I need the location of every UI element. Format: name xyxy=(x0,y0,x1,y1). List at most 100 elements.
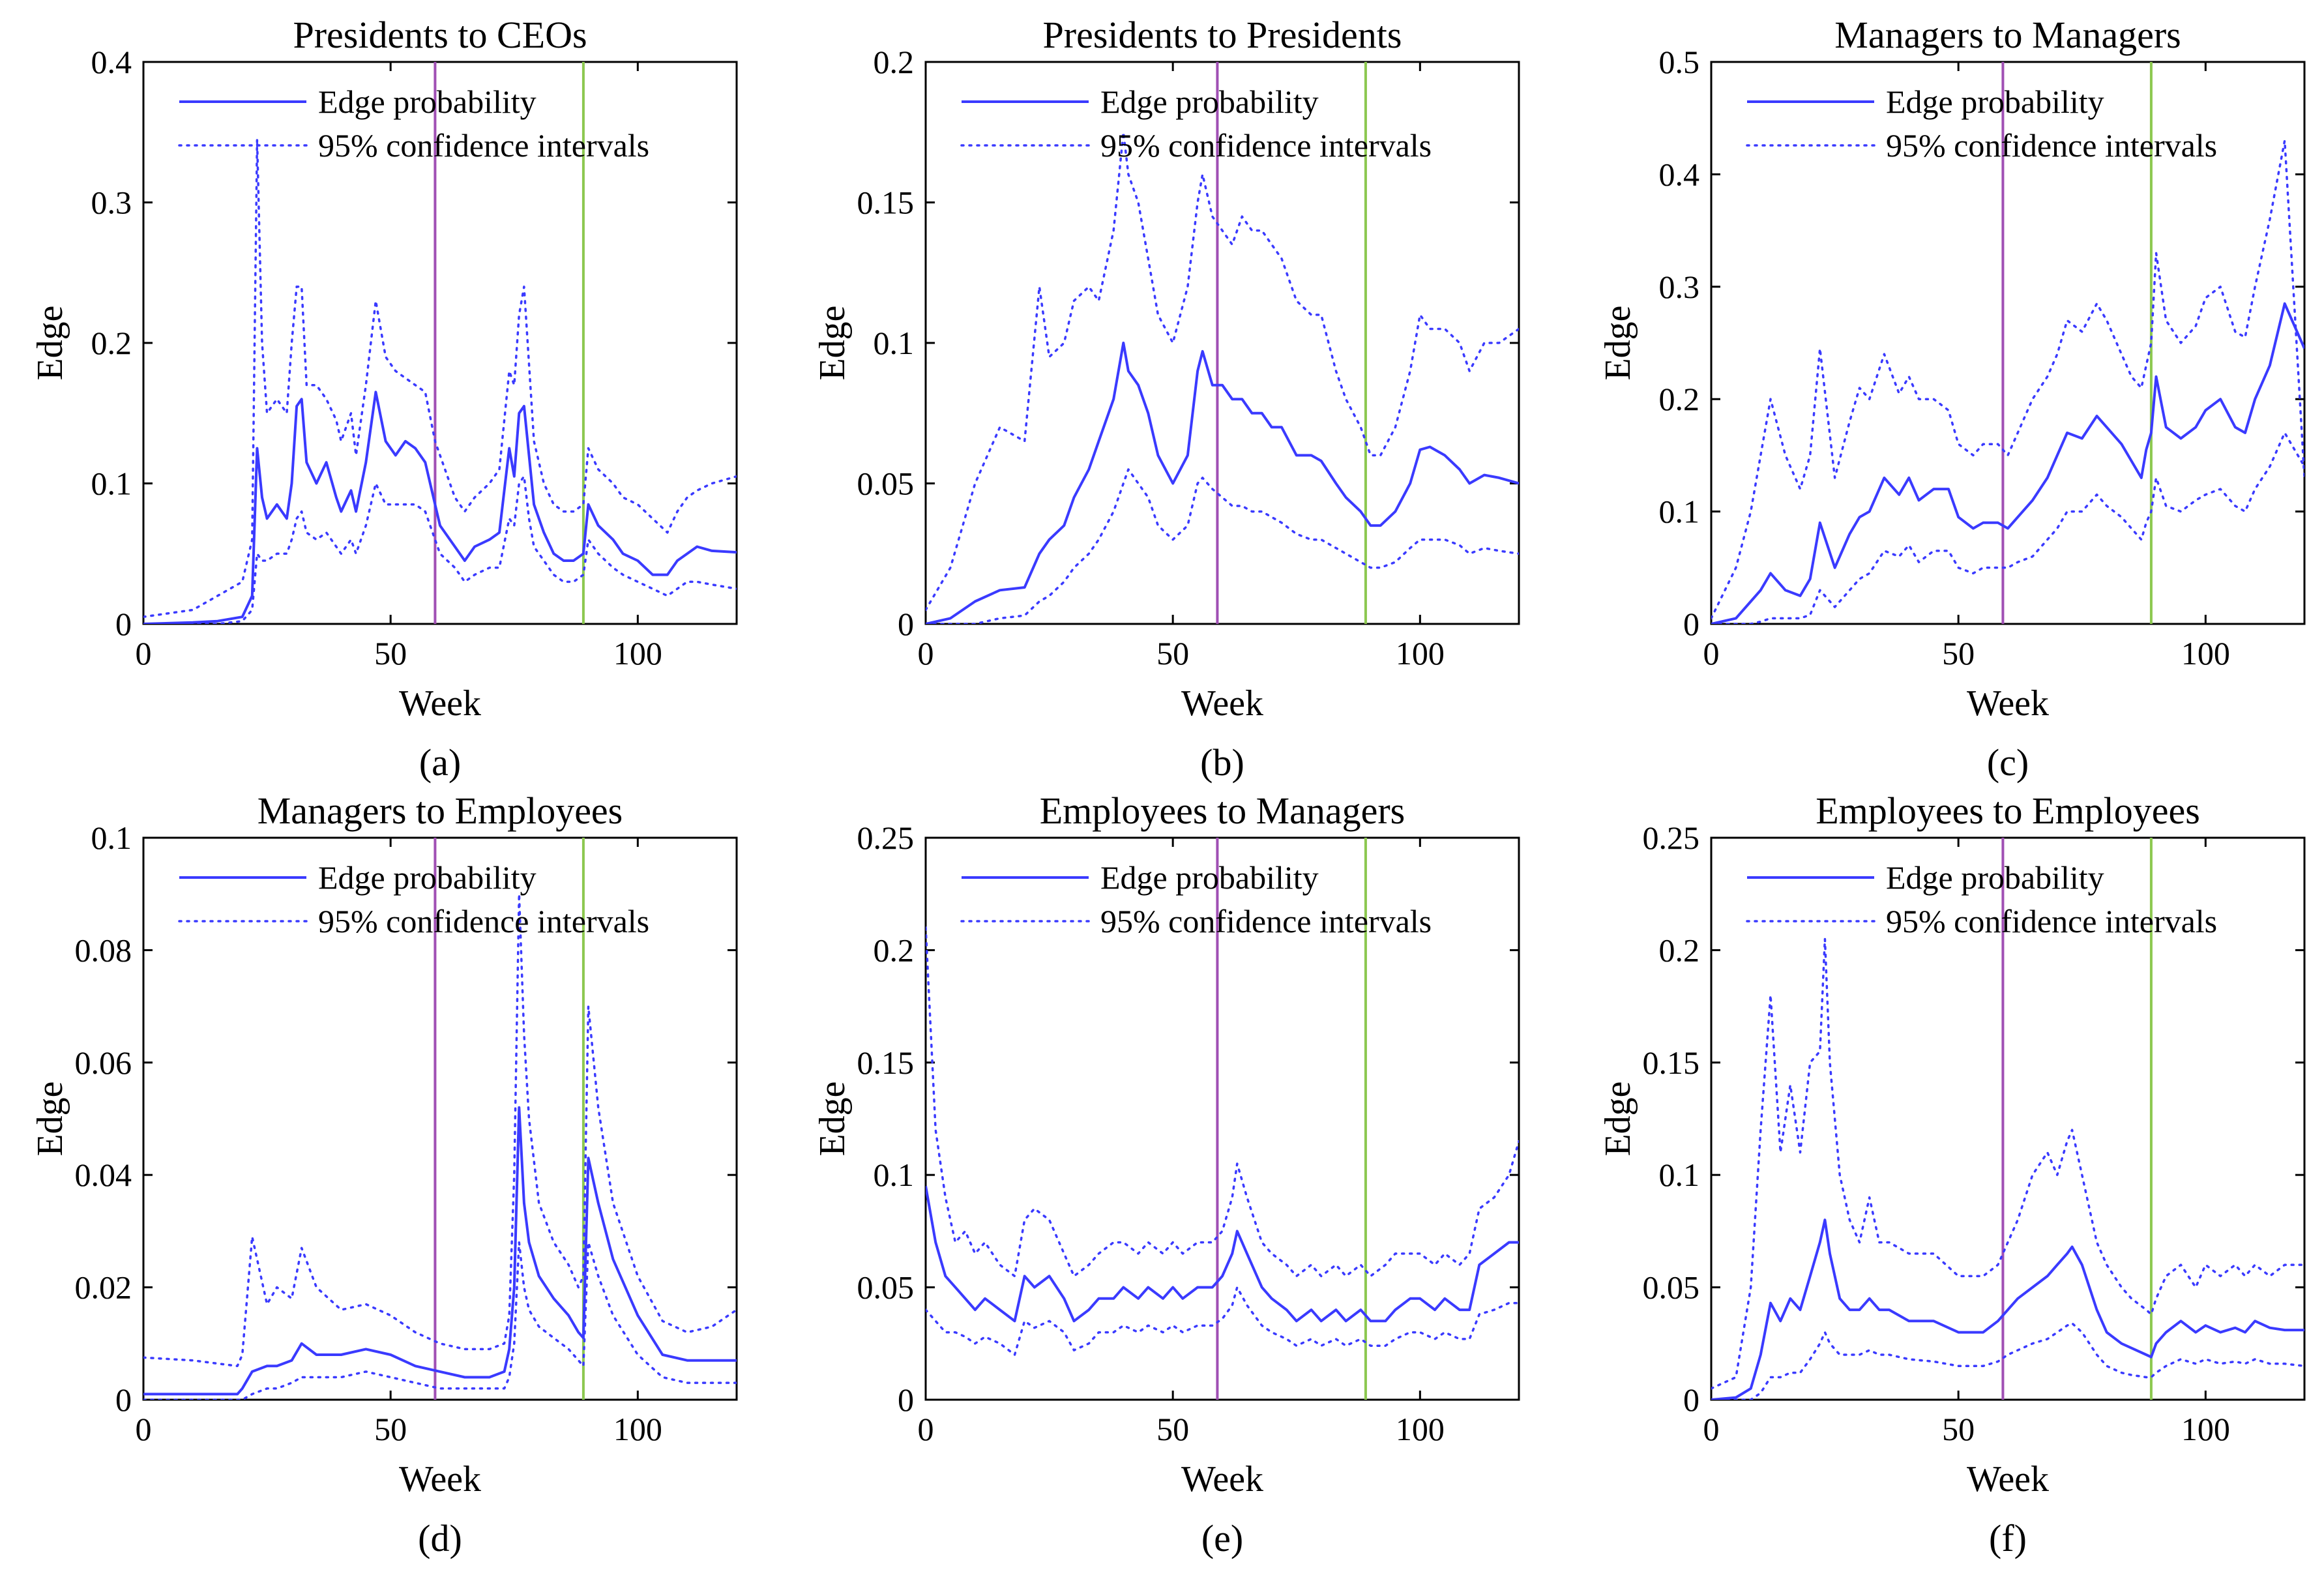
chart-title: Presidents to CEOs xyxy=(293,14,587,56)
series-edge-probability xyxy=(926,342,1519,624)
y-tick-label: 0 xyxy=(898,1381,914,1418)
x-tick-label: 100 xyxy=(1396,1411,1445,1447)
x-tick-label: 0 xyxy=(1703,1411,1720,1447)
panel-tag: (c) xyxy=(1987,741,2029,784)
x-tick-label: 100 xyxy=(1396,635,1445,671)
y-tick-label: 0.4 xyxy=(91,44,132,80)
x-tick-label: 50 xyxy=(1156,1411,1189,1447)
legend-label-edge-probability: Edge probability xyxy=(1100,859,1319,896)
y-tick-label: 0.1 xyxy=(1659,1157,1700,1193)
series-ci-lower xyxy=(926,468,1519,624)
y-tick-label: 0 xyxy=(115,1381,132,1418)
y-tick-label: 0.4 xyxy=(1659,156,1700,192)
legend-label-confidence: 95% confidence intervals xyxy=(318,127,649,164)
x-tick-label: 100 xyxy=(2181,635,2230,671)
y-tick-label: 0.02 xyxy=(75,1269,132,1306)
y-tick-label: 0.1 xyxy=(1659,494,1700,530)
legend-label-edge-probability: Edge probability xyxy=(318,859,537,896)
x-axis-label: Week xyxy=(1967,683,2049,724)
series-edge-probability xyxy=(1711,302,2304,624)
plot-area xyxy=(924,836,1520,1401)
y-tick-label: 0.2 xyxy=(91,325,132,361)
x-tick-label: 50 xyxy=(374,635,407,671)
x-tick-label: 0 xyxy=(136,1411,152,1447)
legend-label-confidence: 95% confidence intervals xyxy=(1886,903,2217,939)
legend: Edge probability 95% confidence intervals xyxy=(960,859,1432,939)
legend: Edge probability 95% confidence intervals xyxy=(1746,83,2217,164)
chart-title: Managers to Employees xyxy=(257,790,623,832)
y-tick-label: 0.15 xyxy=(1643,1044,1700,1081)
legend: Edge probability 95% confidence intervals xyxy=(1746,859,2217,939)
legend-label-confidence: 95% confidence intervals xyxy=(1886,127,2217,164)
x-tick-label: 50 xyxy=(1942,635,1975,671)
y-axis-label: Edge xyxy=(1598,1081,1638,1156)
series-ci-lower xyxy=(1711,1322,2304,1400)
x-axis-label: Week xyxy=(1181,683,1263,724)
legend-label-confidence: 95% confidence intervals xyxy=(1100,127,1432,164)
y-axis-label: Edge xyxy=(812,305,853,380)
y-tick-label: 0.05 xyxy=(857,1269,915,1306)
legend: Edge probability 95% confidence intervals xyxy=(178,83,649,164)
y-tick-label: 0.15 xyxy=(857,184,915,221)
y-tick-label: 0.2 xyxy=(874,932,915,968)
series-edge-probability xyxy=(926,1186,1519,1323)
series-ci-upper xyxy=(143,138,737,618)
y-tick-label: 0 xyxy=(1683,606,1699,642)
legend: Edge probability 95% confidence intervals xyxy=(960,83,1432,164)
y-tick-label: 0.04 xyxy=(75,1157,132,1193)
x-tick-label: 50 xyxy=(374,1411,407,1447)
x-tick-label: 100 xyxy=(613,635,662,671)
series-edge-probability xyxy=(143,391,737,624)
y-tick-label: 0.08 xyxy=(75,932,132,968)
legend-label-edge-probability: Edge probability xyxy=(1886,83,2104,120)
x-axis-label: Week xyxy=(399,1459,481,1499)
y-tick-label: 0.2 xyxy=(1659,381,1700,417)
series-ci-upper xyxy=(143,893,737,1368)
y-axis-label: Edge xyxy=(812,1081,853,1156)
chart-panel-6: 0 0.05 0.1 0.15 0.2 0.25 0 50 100 Employees to Em… xyxy=(1598,790,2306,1559)
chart-title: Employees to Managers xyxy=(1040,790,1405,832)
y-axis-label: Edge xyxy=(30,1081,70,1156)
chart-panel-5: 0 0.05 0.1 0.15 0.2 0.25 0 50 100 Employees to Ma… xyxy=(812,790,1520,1559)
series-ci-lower xyxy=(1711,432,2304,624)
plot-area xyxy=(142,836,738,1401)
panel-tag: (a) xyxy=(419,741,461,784)
series-ci-lower xyxy=(143,475,737,624)
y-tick-label: 0.1 xyxy=(91,465,132,502)
plot-area xyxy=(1710,61,2306,625)
chart-panel-3: 0 0.1 0.2 0.3 0.4 0.5 0 50 100 Managers to Manage… xyxy=(1598,14,2306,784)
y-tick-label: 0.1 xyxy=(874,325,915,361)
plot-area xyxy=(924,61,1520,625)
series-ci-lower xyxy=(143,1241,737,1400)
x-tick-label: 0 xyxy=(136,635,152,671)
legend: Edge probability 95% confidence intervals xyxy=(178,859,649,939)
x-tick-label: 0 xyxy=(1703,635,1720,671)
series-ci-upper xyxy=(1711,139,2304,620)
y-tick-label: 0.3 xyxy=(91,184,132,221)
y-tick-label: 0.3 xyxy=(1659,269,1700,305)
legend-label-edge-probability: Edge probability xyxy=(318,83,537,120)
plot-area xyxy=(142,61,738,625)
chart-panel-1: 0 0.1 0.2 0.3 0.4 0 50 100 Presidents to CEOs Wee… xyxy=(30,14,738,784)
x-tick-label: 0 xyxy=(918,635,934,671)
legend-label-edge-probability: Edge probability xyxy=(1886,859,2104,896)
legend-label-edge-probability: Edge probability xyxy=(1100,83,1319,120)
y-tick-label: 0.05 xyxy=(1643,1269,1700,1306)
y-tick-label: 0 xyxy=(898,606,914,642)
chart-title: Managers to Managers xyxy=(1834,14,2181,56)
series-edge-probability xyxy=(1711,1218,2304,1400)
y-tick-label: 0 xyxy=(1683,1381,1699,1418)
plot-area xyxy=(1710,836,2306,1401)
x-tick-label: 100 xyxy=(2181,1411,2230,1447)
x-tick-label: 100 xyxy=(613,1411,662,1447)
y-tick-label: 0.05 xyxy=(857,465,915,502)
series-ci-upper xyxy=(926,926,1519,1278)
x-axis-label: Week xyxy=(399,683,481,724)
panel-tag: (b) xyxy=(1200,741,1244,784)
legend-label-confidence: 95% confidence intervals xyxy=(318,903,649,939)
series-edge-probability xyxy=(143,1106,737,1396)
y-tick-label: 0.1 xyxy=(91,819,132,856)
y-tick-label: 0.15 xyxy=(857,1044,915,1081)
x-axis-label: Week xyxy=(1967,1459,2049,1499)
